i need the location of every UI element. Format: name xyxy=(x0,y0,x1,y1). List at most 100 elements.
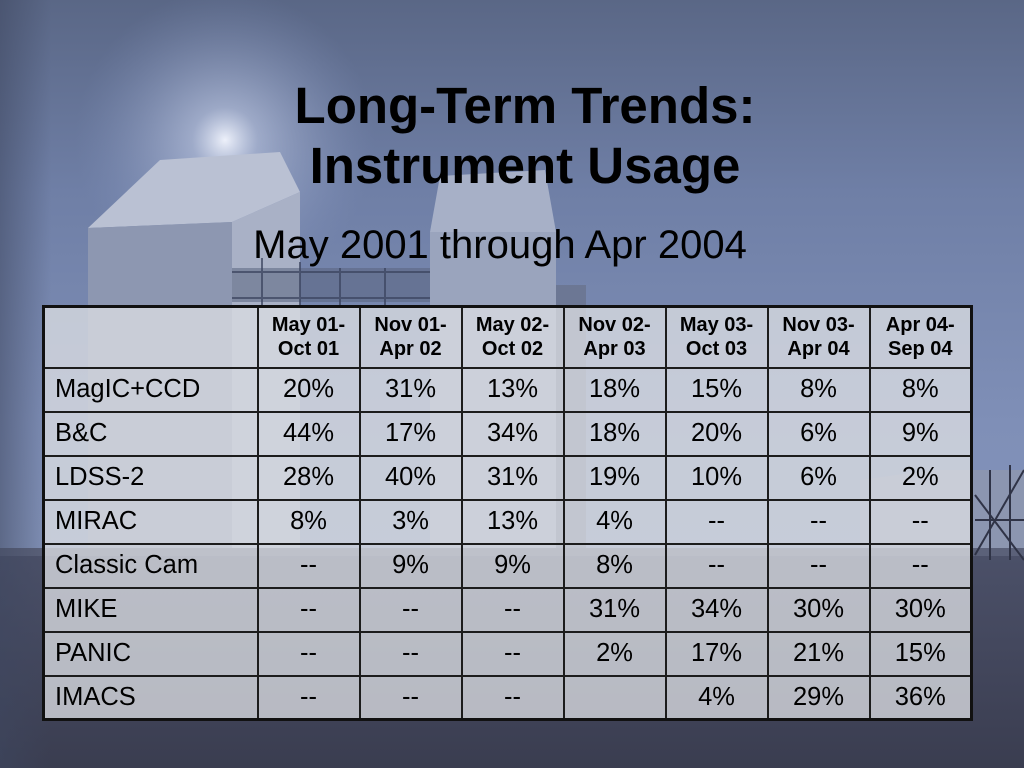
usage-cell: -- xyxy=(664,542,769,589)
slide-title: Long-Term Trends: Instrument Usage xyxy=(275,76,775,196)
column-header-line1: Apr 04- xyxy=(885,314,955,337)
usage-cell: 28% xyxy=(256,454,361,501)
row-classic-cam: Classic Cam -- 9% 9% 8% -- -- -- xyxy=(42,542,973,589)
usage-cell: -- xyxy=(664,498,769,545)
column-header-may03-oct03: May 03- Oct 03 xyxy=(664,305,769,369)
usage-cell: 6% xyxy=(766,454,871,501)
usage-cell: -- xyxy=(868,542,973,589)
usage-cell: 18% xyxy=(562,410,667,457)
usage-cell: 20% xyxy=(256,366,361,413)
usage-cell: -- xyxy=(256,674,361,721)
column-header-line2: Oct 02 xyxy=(481,338,544,361)
instrument-name-cell: LDSS-2 xyxy=(42,454,259,501)
instrument-name-cell: MIKE xyxy=(42,586,259,633)
column-header-line2: Oct 01 xyxy=(277,338,340,361)
usage-cell: 31% xyxy=(460,454,565,501)
header-row: May 01- Oct 01 Nov 01- Apr 02 May 02- Oct 0… xyxy=(42,305,973,369)
usage-cell: 17% xyxy=(664,630,769,677)
usage-cell: -- xyxy=(358,674,463,721)
usage-cell: 13% xyxy=(460,366,565,413)
usage-cell: 44% xyxy=(256,410,361,457)
instrument-name-cell: MagIC+CCD xyxy=(42,366,259,413)
usage-cell: 4% xyxy=(562,498,667,545)
usage-cell: 18% xyxy=(562,366,667,413)
usage-cell xyxy=(562,674,667,721)
usage-cell: -- xyxy=(868,498,973,545)
usage-cell: 31% xyxy=(562,586,667,633)
corner-cell xyxy=(42,305,259,369)
column-header-line2: Oct 03 xyxy=(685,338,748,361)
column-header-line1: Nov 03- xyxy=(782,314,855,337)
column-header-line2: Apr 03 xyxy=(583,338,646,361)
row-panic: PANIC -- -- -- 2% 17% 21% 15% xyxy=(42,630,973,677)
row-mike: MIKE -- -- -- 31% 34% 30% 30% xyxy=(42,586,973,633)
usage-cell: 3% xyxy=(358,498,463,545)
usage-cell: 15% xyxy=(868,630,973,677)
column-header-nov03-apr04: Nov 03- Apr 04 xyxy=(766,305,871,369)
column-header-may02-oct02: May 02- Oct 02 xyxy=(460,305,565,369)
usage-cell: -- xyxy=(766,542,871,589)
usage-cell: 34% xyxy=(460,410,565,457)
row-mirac: MIRAC 8% 3% 13% 4% -- -- -- xyxy=(42,498,973,545)
instrument-name-cell: PANIC xyxy=(42,630,259,677)
row-ldss-2: LDSS-2 28% 40% 31% 19% 10% 6% 2% xyxy=(42,454,973,501)
usage-cell: 13% xyxy=(460,498,565,545)
usage-cell: 19% xyxy=(562,454,667,501)
usage-cell: 20% xyxy=(664,410,769,457)
usage-cell: 30% xyxy=(766,586,871,633)
column-header-line1: May 03- xyxy=(679,314,754,337)
row-magic-ccd: MagIC+CCD 20% 31% 13% 18% 15% 8% 8% xyxy=(42,366,973,413)
column-header-line1: May 01- xyxy=(271,314,346,337)
usage-cell: 34% xyxy=(664,586,769,633)
usage-cell: 8% xyxy=(562,542,667,589)
usage-cell: 10% xyxy=(664,454,769,501)
column-header-line1: May 02- xyxy=(475,314,550,337)
usage-cell: 29% xyxy=(766,674,871,721)
column-header-nov01-apr02: Nov 01- Apr 02 xyxy=(358,305,463,369)
usage-cell: -- xyxy=(358,630,463,677)
column-header-line1: Nov 02- xyxy=(578,314,651,337)
usage-cell: 6% xyxy=(766,410,871,457)
usage-cell: -- xyxy=(358,586,463,633)
usage-cell: 4% xyxy=(664,674,769,721)
usage-cell: 9% xyxy=(868,410,973,457)
column-header-may01-oct01: May 01- Oct 01 xyxy=(256,305,361,369)
usage-cell: 30% xyxy=(868,586,973,633)
slide-title-line1: Long-Term Trends: xyxy=(294,77,756,134)
row-imacs: IMACS -- -- -- 4% 29% 36% xyxy=(42,674,973,721)
usage-cell: 36% xyxy=(868,674,973,721)
column-header-nov02-apr03: Nov 02- Apr 03 xyxy=(562,305,667,369)
usage-cell: 15% xyxy=(664,366,769,413)
column-header-apr04-sep04: Apr 04- Sep 04 xyxy=(868,305,973,369)
instrument-name-cell: B&C xyxy=(42,410,259,457)
usage-cell: 17% xyxy=(358,410,463,457)
instrument-name-cell: IMACS xyxy=(42,674,259,721)
column-header-line2: Apr 04 xyxy=(787,338,850,361)
usage-cell: -- xyxy=(460,586,565,633)
usage-cell: 31% xyxy=(358,366,463,413)
column-header-line1: Nov 01- xyxy=(374,314,447,337)
instrument-name-cell: MIRAC xyxy=(42,498,259,545)
usage-cell: 9% xyxy=(358,542,463,589)
usage-cell: 2% xyxy=(868,454,973,501)
usage-cell: 8% xyxy=(256,498,361,545)
column-header-line2: Apr 02 xyxy=(379,338,442,361)
row-b-and-c: B&C 44% 17% 34% 18% 20% 6% 9% xyxy=(42,410,973,457)
usage-cell: -- xyxy=(256,630,361,677)
slide-title-line2: Instrument Usage xyxy=(309,137,741,194)
instrument-name-cell: Classic Cam xyxy=(42,542,259,589)
usage-cell: -- xyxy=(766,498,871,545)
usage-cell: -- xyxy=(460,674,565,721)
usage-cell: -- xyxy=(256,542,361,589)
usage-cell: 8% xyxy=(868,366,973,413)
usage-cell: -- xyxy=(256,586,361,633)
instrument-usage-table: May 01- Oct 01 Nov 01- Apr 02 May 02- Oct 0… xyxy=(42,305,973,721)
usage-cell: 2% xyxy=(562,630,667,677)
usage-cell: 21% xyxy=(766,630,871,677)
column-header-line2: Sep 04 xyxy=(888,338,953,361)
slide-subtitle: May 2001 through Apr 2004 xyxy=(253,223,747,267)
usage-cell: 40% xyxy=(358,454,463,501)
usage-cell: 9% xyxy=(460,542,565,589)
usage-cell: -- xyxy=(460,630,565,677)
usage-cell: 8% xyxy=(766,366,871,413)
